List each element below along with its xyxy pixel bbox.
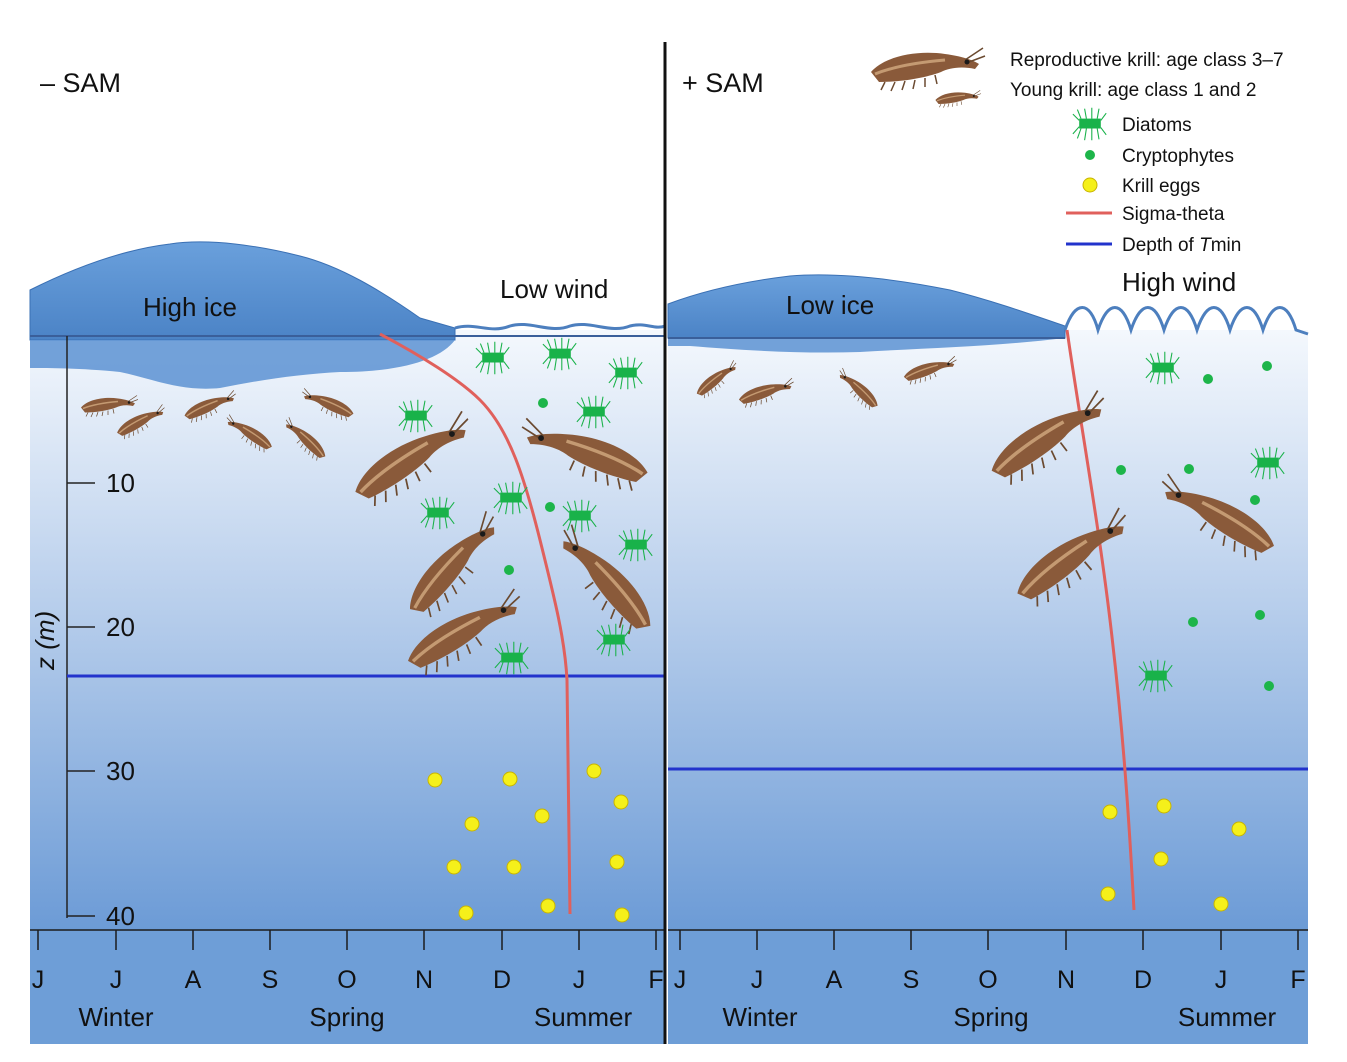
krill-egg	[1153, 851, 1169, 867]
cryptophyte	[504, 565, 514, 575]
legend: Reproductive krill: age class 3–7 Young …	[869, 46, 1284, 256]
krill-egg	[1100, 886, 1116, 902]
month-label: J	[751, 966, 764, 994]
depth-tick-label-10: 10	[106, 468, 135, 498]
month-label: J	[1215, 966, 1228, 994]
krill-eggs-group-neg	[427, 763, 630, 923]
panel-pos-sam: + SAM Low ice High wind	[667, 68, 1309, 1044]
krill-egg	[464, 816, 480, 832]
wind-label-low: Low wind	[500, 274, 608, 304]
depth-tick-label-30: 30	[106, 756, 135, 786]
cryptophyte	[1250, 495, 1260, 505]
krill-egg	[446, 859, 462, 875]
rough-wave-line	[1063, 306, 1309, 336]
cryptophyte	[1116, 465, 1126, 475]
cryptophyte	[1188, 617, 1198, 627]
legend-krill-eggs-label: Krill eggs	[1122, 176, 1200, 197]
month-label: F	[1290, 966, 1305, 994]
panel-neg-sam: – SAM High ice Low wind 10 20 30 40 z (m…	[29, 68, 670, 1044]
season-label: Winter	[722, 1002, 797, 1032]
month-label: A	[185, 966, 202, 994]
cryptophyte	[1203, 374, 1213, 384]
cryptophytes-group-neg	[504, 398, 555, 575]
water-column	[668, 330, 1308, 930]
krill-eggs-group-pos	[1100, 798, 1247, 912]
krill-egg	[586, 763, 602, 779]
krill-egg	[506, 859, 522, 875]
month-label: F	[648, 966, 663, 994]
krill-egg	[1231, 821, 1247, 837]
panel-label-pos-sam: + SAM	[682, 68, 764, 98]
legend-reproductive-krill-icon	[869, 46, 987, 92]
krill-egg	[458, 905, 474, 921]
month-label: J	[32, 966, 45, 994]
time-axis-neg: J J A S O N D J F Winter Spring Summer	[30, 929, 665, 1044]
depth-axis-title: z (m)	[30, 611, 60, 671]
depth-tick-label-20: 20	[106, 612, 135, 642]
sigma-theta-curve-neg	[379, 332, 572, 915]
cryptophyte	[1255, 610, 1265, 620]
season-label: Winter	[78, 1002, 153, 1032]
cryptophyte	[545, 502, 555, 512]
calm-wave-line	[454, 323, 666, 331]
season-label: Spring	[953, 1002, 1028, 1032]
krill-egg	[1102, 804, 1118, 820]
month-label: O	[978, 966, 997, 994]
month-label: J	[573, 966, 586, 994]
legend-diatoms-label: Diatoms	[1122, 115, 1192, 136]
ice-label-low: Low ice	[786, 290, 874, 320]
krill-egg	[534, 808, 550, 824]
season-label: Summer	[1178, 1002, 1277, 1032]
legend-reproductive-krill-label: Reproductive krill: age class 3–7	[1010, 50, 1284, 71]
krill-egg	[540, 898, 556, 914]
cryptophyte	[1264, 681, 1274, 691]
legend-egg-icon	[1082, 177, 1098, 193]
water-column	[30, 330, 665, 930]
season-label: Spring	[309, 1002, 384, 1032]
month-label: N	[1057, 966, 1075, 994]
krill-egg	[427, 772, 443, 788]
krill-egg	[502, 771, 518, 787]
legend-tmin-label: Depth of Tmin	[1122, 235, 1241, 256]
legend-young-krill-label: Young krill: age class 1 and 2	[1010, 80, 1256, 101]
panel-label-neg-sam: – SAM	[40, 68, 121, 98]
legend-diatom-icon	[1072, 107, 1107, 141]
sea-ice-underside	[30, 340, 455, 389]
month-label: J	[674, 966, 687, 994]
legend-young-krill-icon	[934, 89, 982, 108]
ice-label-high: High ice	[143, 292, 237, 322]
season-label: Summer	[534, 1002, 633, 1032]
cryptophyte	[1184, 464, 1194, 474]
time-axis-pos: J J A S O N D J F Winter Spring Summer	[668, 929, 1308, 1044]
month-label: S	[903, 966, 920, 994]
month-label: O	[337, 966, 356, 994]
month-label: D	[1134, 966, 1152, 994]
legend-sigma-theta-label: Sigma-theta	[1122, 204, 1225, 225]
krill-egg	[1156, 798, 1172, 814]
cryptophyte	[538, 398, 548, 408]
legend-cryptophyte-icon	[1085, 150, 1095, 160]
sea-ice-low	[667, 274, 1066, 339]
month-label: N	[415, 966, 433, 994]
depth-tick-label-40: 40	[106, 901, 135, 931]
month-label: D	[493, 966, 511, 994]
month-label: A	[826, 966, 843, 994]
sea-ice-high	[29, 241, 456, 341]
depth-axis: 10 20 30 40 z (m)	[30, 336, 135, 931]
cryptophytes-group-pos	[1116, 361, 1274, 691]
legend-cryptophytes-label: Cryptophytes	[1122, 146, 1234, 167]
wind-label-high: High wind	[1122, 267, 1236, 297]
cryptophyte	[1262, 361, 1272, 371]
sea-ice-underside	[668, 338, 1065, 353]
krill-egg	[614, 907, 630, 923]
krill-egg	[609, 854, 625, 870]
krill-egg	[613, 794, 629, 810]
month-label: S	[262, 966, 279, 994]
month-label: J	[110, 966, 123, 994]
krill-egg	[1213, 896, 1229, 912]
